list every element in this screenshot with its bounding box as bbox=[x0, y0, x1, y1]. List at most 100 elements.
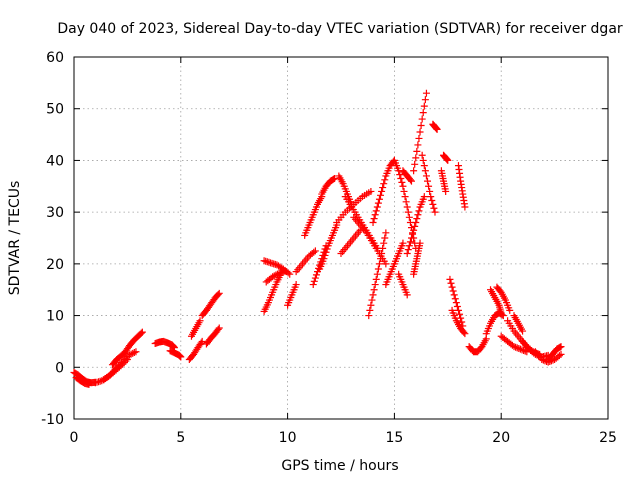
data-point bbox=[422, 172, 430, 180]
data-point bbox=[126, 351, 134, 359]
y-tick-label: 40 bbox=[46, 153, 64, 169]
data-point bbox=[410, 226, 418, 234]
data-point bbox=[452, 299, 460, 307]
axis-ticks bbox=[73, 56, 609, 420]
y-tick-label: 30 bbox=[46, 205, 64, 221]
data-point bbox=[448, 283, 456, 291]
data-point bbox=[506, 306, 514, 314]
data-point bbox=[215, 324, 223, 332]
data-point bbox=[407, 177, 415, 185]
data-point bbox=[515, 345, 523, 353]
series-arc-9 bbox=[185, 337, 206, 364]
data-point bbox=[320, 248, 328, 256]
data-point bbox=[421, 167, 429, 175]
data-point bbox=[557, 343, 565, 351]
data-point bbox=[137, 329, 145, 337]
data-point bbox=[378, 250, 386, 258]
series-arc-34 bbox=[395, 270, 411, 299]
data-point bbox=[281, 267, 289, 275]
data-point bbox=[348, 200, 356, 208]
series-arc-37 bbox=[429, 120, 441, 133]
data-point bbox=[399, 182, 407, 190]
data-point bbox=[415, 207, 423, 215]
data-point bbox=[119, 357, 127, 365]
data-point bbox=[314, 268, 322, 276]
series-arc-32 bbox=[403, 193, 428, 258]
data-point bbox=[196, 317, 204, 325]
grid-lines bbox=[74, 57, 608, 419]
data-point bbox=[424, 177, 432, 185]
data-point bbox=[541, 357, 549, 365]
data-point bbox=[415, 134, 423, 142]
data-point bbox=[449, 287, 457, 295]
data-point bbox=[403, 203, 411, 211]
data-point bbox=[460, 328, 468, 336]
series-arc-35 bbox=[410, 89, 430, 175]
series-arc-13 bbox=[260, 269, 285, 315]
series-arc-40 bbox=[454, 162, 469, 211]
data-point bbox=[403, 250, 411, 258]
series-arc-18 bbox=[301, 193, 326, 239]
data-point bbox=[120, 350, 128, 358]
data-point bbox=[405, 242, 413, 250]
data-point bbox=[538, 356, 546, 364]
data-point bbox=[377, 255, 385, 263]
data-point bbox=[456, 310, 464, 318]
data-point bbox=[406, 176, 414, 184]
data-point bbox=[371, 281, 379, 289]
data-point bbox=[114, 362, 122, 370]
data-point bbox=[418, 115, 426, 123]
data-point bbox=[381, 176, 389, 184]
series-arc-47 bbox=[497, 332, 531, 356]
data-point bbox=[132, 348, 140, 356]
data-point bbox=[331, 175, 339, 183]
y-axis-label: SDTVAR / TECUs bbox=[7, 181, 23, 296]
x-tick-label: 5 bbox=[176, 430, 185, 446]
data-point bbox=[400, 187, 408, 195]
data-point bbox=[369, 291, 377, 299]
x-tick-label: 20 bbox=[492, 430, 510, 446]
data-point bbox=[366, 306, 374, 314]
data-point bbox=[413, 215, 421, 223]
data-point bbox=[370, 286, 378, 294]
data-point bbox=[368, 296, 376, 304]
y-tick-labels: -10 0 10 20 30 40 50 60 bbox=[41, 50, 64, 428]
series-arc-44 bbox=[482, 309, 507, 338]
data-point bbox=[311, 247, 319, 255]
data-point bbox=[397, 175, 405, 183]
data-point bbox=[138, 328, 146, 336]
series-arc-22 bbox=[337, 226, 364, 258]
data-point bbox=[426, 187, 434, 195]
data-point bbox=[380, 180, 388, 188]
data-point bbox=[420, 193, 428, 201]
data-point bbox=[396, 171, 404, 179]
data-point bbox=[428, 197, 436, 205]
data-point bbox=[365, 312, 373, 320]
series-arc-31 bbox=[399, 167, 415, 185]
data-point bbox=[520, 346, 528, 354]
data-point bbox=[121, 349, 129, 357]
series-arc-11 bbox=[198, 289, 223, 320]
data-point bbox=[453, 303, 461, 311]
data-point bbox=[442, 187, 450, 195]
series-arc-52 bbox=[544, 343, 565, 364]
data-point bbox=[214, 325, 222, 333]
data-point bbox=[118, 359, 126, 367]
data-points bbox=[70, 89, 565, 388]
data-point bbox=[370, 215, 378, 223]
series-arc-10 bbox=[187, 317, 204, 340]
data-point bbox=[375, 260, 383, 268]
y-tick-label: 60 bbox=[46, 50, 64, 66]
data-point bbox=[85, 380, 93, 388]
data-point bbox=[429, 200, 437, 208]
data-point bbox=[379, 244, 387, 252]
plot-frame bbox=[73, 56, 609, 420]
y-tick-label: 50 bbox=[46, 102, 64, 118]
data-point bbox=[510, 343, 518, 351]
data-point bbox=[382, 260, 390, 268]
data-point bbox=[450, 291, 458, 299]
x-tick-label: 0 bbox=[70, 430, 79, 446]
data-point bbox=[420, 162, 428, 170]
data-point bbox=[427, 193, 435, 201]
data-point bbox=[318, 255, 326, 263]
